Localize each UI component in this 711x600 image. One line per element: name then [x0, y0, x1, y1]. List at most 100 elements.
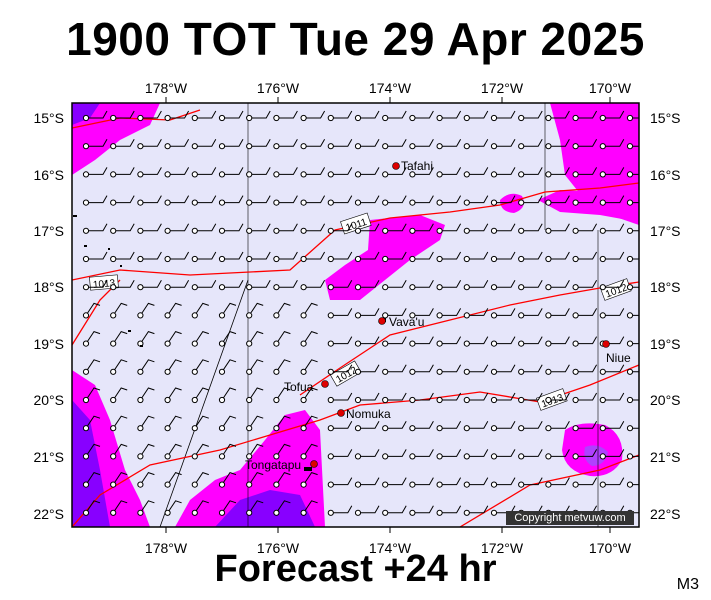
- wind-barb-station: [463, 481, 470, 488]
- wind-barb-station: [327, 396, 334, 404]
- wind-barb-station: [300, 227, 307, 234]
- place-marker-nomuka: [337, 409, 345, 417]
- wind-barb: [275, 387, 291, 401]
- wind-barb-station: [82, 312, 90, 319]
- wind-barb: [248, 387, 264, 401]
- wind-barb-station: [300, 255, 307, 263]
- wind-barb: [439, 167, 462, 175]
- wind-barb: [602, 279, 625, 288]
- wind-barb-station: [409, 368, 416, 375]
- lon-label: 174°W: [369, 540, 412, 556]
- wind-barb-station: [518, 199, 525, 206]
- wind-barb-station: [354, 199, 362, 206]
- wind-barb: [494, 195, 516, 204]
- chart-title: 1900 TOT Tue 29 Apr 2025: [66, 13, 645, 65]
- wind-barb: [222, 195, 244, 204]
- wind-barb-station: [137, 255, 144, 263]
- wind-barb-station: [382, 143, 389, 150]
- wind-barb-station: [246, 396, 253, 404]
- wind-barb-station: [218, 396, 226, 404]
- wind-barb: [630, 145, 639, 147]
- wind-barb-station: [110, 509, 117, 516]
- wind-barb: [249, 138, 271, 147]
- wind-barb: [303, 443, 318, 457]
- wind-barb-station: [218, 453, 226, 460]
- wind-barb-station: [409, 284, 416, 291]
- wind-barb-station: [545, 227, 552, 234]
- wind-barb-station: [490, 171, 498, 178]
- wind-barb: [194, 359, 209, 373]
- wind-barb-station: [82, 255, 90, 263]
- wind-barb: [412, 167, 434, 175]
- wind-barb: [358, 110, 380, 119]
- wind-barb-station: [626, 425, 634, 432]
- wind-barb: [194, 251, 217, 260]
- latitude-axis-left: 15°S 16°S 17°S 18°S 19°S 20°S 21°S 22°S: [33, 110, 64, 522]
- wind-barb: [630, 314, 639, 316]
- wind-barb: [358, 223, 380, 232]
- wind-barb-station: [273, 171, 280, 178]
- wind-barb: [85, 415, 101, 429]
- wind-barb-station: [354, 368, 362, 375]
- wind-barb: [221, 415, 237, 429]
- wind-barb: [494, 308, 516, 316]
- wind-barb-station: [327, 312, 334, 319]
- wind-barb: [630, 286, 639, 288]
- wind-barb-station: [518, 453, 525, 460]
- place-label-niue: Niue: [606, 351, 631, 365]
- wind-barb: [439, 279, 462, 288]
- wind-barb: [167, 387, 182, 401]
- wind-barb-station: [354, 227, 362, 234]
- wind-barb: [602, 110, 625, 119]
- wind-barb: [412, 138, 434, 147]
- wind-barb-station: [463, 171, 470, 178]
- wind-barb: [221, 472, 237, 485]
- wind-barb: [412, 364, 434, 373]
- rain-area-ne: [550, 103, 639, 225]
- lat-label: 15°S: [650, 110, 681, 126]
- lat-label: 16°S: [33, 167, 64, 183]
- wind-barb: [303, 331, 318, 344]
- lat-label: 20°S: [650, 392, 681, 408]
- wind-barb-station: [545, 255, 552, 263]
- wind-barb-station: [463, 340, 470, 347]
- wind-barb: [167, 110, 190, 119]
- wind-barb: [358, 449, 380, 457]
- wind-barb: [85, 472, 101, 485]
- wind-barb: [167, 472, 182, 485]
- wind-barb: [521, 251, 543, 260]
- wind-barb-station: [110, 255, 117, 263]
- wind-barb: [575, 449, 598, 457]
- wind-barb: [276, 167, 298, 175]
- wind-barb-station: [82, 114, 90, 122]
- wind-barb: [548, 477, 570, 486]
- wind-barb: [466, 251, 489, 260]
- wind-barb: [602, 223, 625, 232]
- wind-barb: [521, 477, 543, 486]
- wind-barb-station: [273, 255, 280, 263]
- wind-barb-station: [191, 425, 198, 432]
- wind-barb-station: [490, 340, 498, 347]
- wind-barb: [222, 110, 244, 119]
- lat-label: 22°S: [650, 506, 681, 522]
- wind-barb-station: [572, 368, 579, 375]
- wind-barb: [85, 500, 101, 514]
- wind-barb-station: [436, 114, 443, 122]
- wind-barb-station: [463, 114, 470, 122]
- wind-barb: [385, 392, 407, 401]
- wind-barb: [412, 449, 434, 457]
- wind-barb: [494, 449, 516, 457]
- wind-barb-station: [545, 340, 552, 347]
- wind-barb: [385, 279, 407, 288]
- wind-barb-station: [490, 199, 498, 206]
- wind-barb: [275, 472, 291, 485]
- wind-barb-station: [518, 255, 525, 263]
- wind-barb-station: [218, 312, 226, 319]
- wind-barb-station: [572, 171, 579, 178]
- wind-barb: [521, 392, 543, 401]
- wind-barb-station: [382, 340, 389, 347]
- wind-barb: [275, 302, 291, 316]
- wind-barb: [140, 223, 162, 232]
- wind-barb-station: [409, 509, 416, 516]
- wind-barb: [194, 279, 217, 288]
